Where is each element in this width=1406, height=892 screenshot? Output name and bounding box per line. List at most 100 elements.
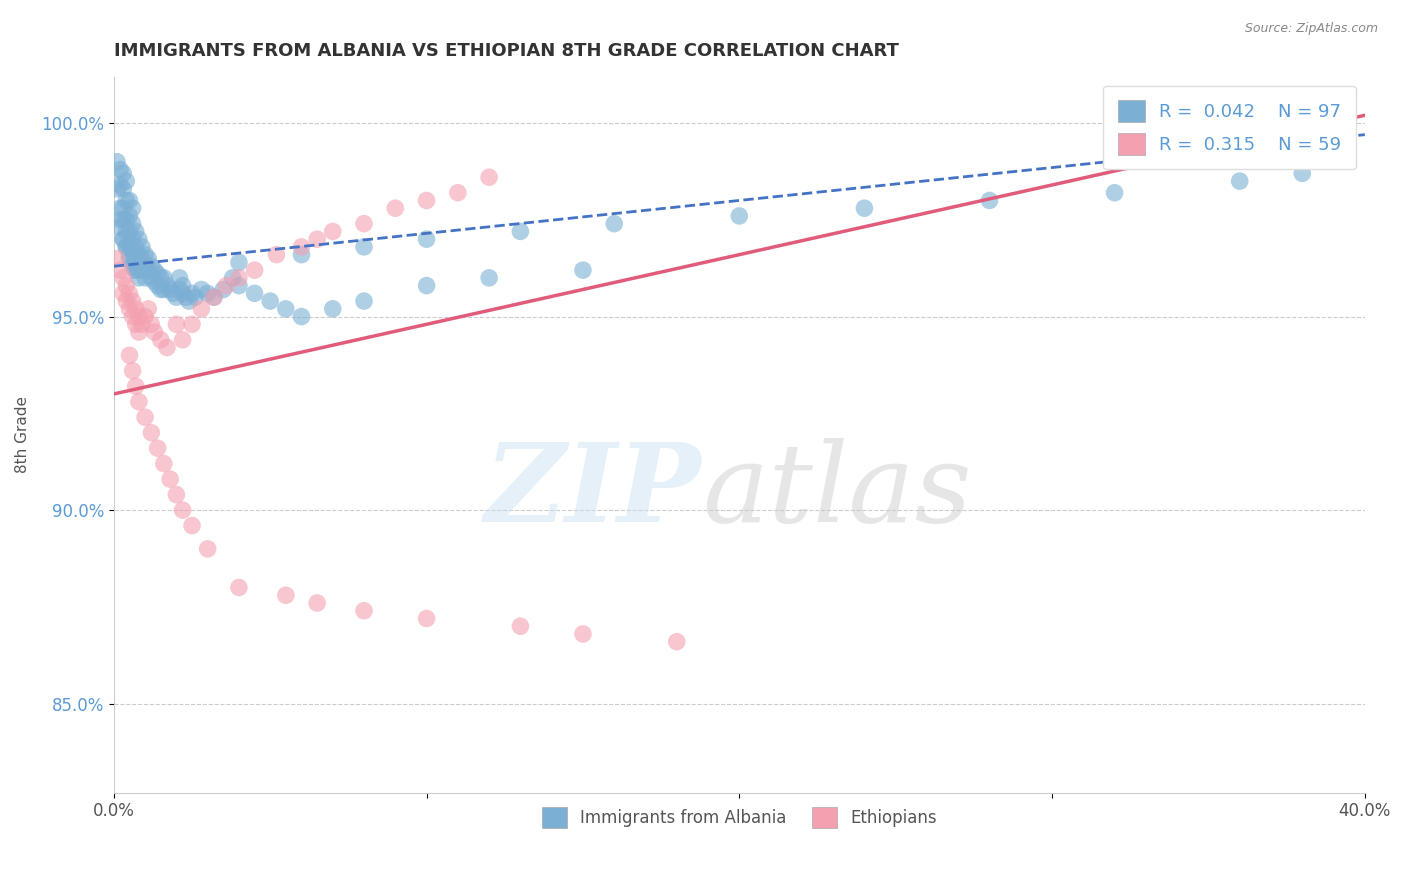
Point bbox=[215, 278, 238, 293]
Point bbox=[212, 283, 235, 297]
Point bbox=[115, 194, 138, 208]
Point bbox=[266, 247, 288, 261]
Point bbox=[112, 286, 135, 301]
Point bbox=[228, 581, 250, 595]
Point bbox=[290, 310, 312, 324]
Point bbox=[115, 212, 138, 227]
Point bbox=[353, 217, 375, 231]
Point bbox=[415, 278, 437, 293]
Point bbox=[125, 263, 148, 277]
Point bbox=[149, 283, 172, 297]
Point bbox=[118, 252, 141, 266]
Point bbox=[131, 240, 153, 254]
Point bbox=[112, 201, 135, 215]
Point bbox=[165, 290, 187, 304]
Point bbox=[136, 263, 159, 277]
Point bbox=[156, 341, 179, 355]
Point bbox=[115, 278, 138, 293]
Point bbox=[728, 209, 751, 223]
Point bbox=[121, 255, 143, 269]
Point bbox=[118, 247, 141, 261]
Point bbox=[509, 224, 531, 238]
Point bbox=[172, 278, 194, 293]
Point bbox=[1291, 166, 1313, 180]
Point bbox=[322, 224, 344, 238]
Point bbox=[121, 294, 143, 309]
Point bbox=[131, 318, 153, 332]
Point bbox=[384, 201, 406, 215]
Point bbox=[307, 596, 329, 610]
Point bbox=[108, 162, 131, 177]
Point bbox=[108, 212, 131, 227]
Point bbox=[146, 278, 169, 293]
Point bbox=[128, 271, 150, 285]
Point bbox=[125, 263, 148, 277]
Point bbox=[131, 263, 153, 277]
Point bbox=[128, 247, 150, 261]
Point bbox=[162, 286, 184, 301]
Point bbox=[353, 294, 375, 309]
Point bbox=[118, 240, 141, 254]
Text: ZIP: ZIP bbox=[485, 438, 702, 546]
Y-axis label: 8th Grade: 8th Grade bbox=[15, 396, 30, 473]
Point bbox=[165, 488, 187, 502]
Point bbox=[108, 220, 131, 235]
Point bbox=[197, 286, 219, 301]
Point bbox=[134, 271, 156, 285]
Point bbox=[228, 271, 250, 285]
Point bbox=[105, 154, 128, 169]
Point bbox=[190, 283, 212, 297]
Point bbox=[181, 518, 204, 533]
Point bbox=[112, 232, 135, 246]
Point bbox=[112, 182, 135, 196]
Point bbox=[274, 301, 297, 316]
Point bbox=[174, 290, 197, 304]
Point bbox=[478, 271, 501, 285]
Point bbox=[243, 286, 266, 301]
Point bbox=[115, 294, 138, 309]
Point bbox=[118, 194, 141, 208]
Point bbox=[447, 186, 470, 200]
Point bbox=[509, 619, 531, 633]
Point bbox=[184, 290, 207, 304]
Point bbox=[172, 286, 194, 301]
Point bbox=[143, 275, 166, 289]
Legend: Immigrants from Albania, Ethiopians: Immigrants from Albania, Ethiopians bbox=[536, 801, 943, 834]
Point bbox=[141, 425, 163, 440]
Point bbox=[181, 318, 204, 332]
Point bbox=[118, 286, 141, 301]
Point bbox=[159, 472, 181, 486]
Point bbox=[131, 252, 153, 266]
Point bbox=[572, 627, 595, 641]
Point bbox=[177, 294, 200, 309]
Point bbox=[125, 252, 148, 266]
Point bbox=[105, 252, 128, 266]
Point bbox=[415, 232, 437, 246]
Point bbox=[128, 232, 150, 246]
Point bbox=[108, 201, 131, 215]
Point bbox=[121, 244, 143, 258]
Point bbox=[125, 240, 148, 254]
Point bbox=[121, 201, 143, 215]
Point bbox=[156, 278, 179, 293]
Point bbox=[290, 240, 312, 254]
Point bbox=[146, 267, 169, 281]
Point bbox=[143, 263, 166, 277]
Point bbox=[1104, 186, 1126, 200]
Point bbox=[136, 252, 159, 266]
Point bbox=[125, 301, 148, 316]
Point bbox=[134, 410, 156, 425]
Point bbox=[141, 318, 163, 332]
Point bbox=[202, 290, 225, 304]
Point bbox=[115, 240, 138, 254]
Point bbox=[274, 588, 297, 602]
Point bbox=[108, 178, 131, 192]
Point bbox=[125, 318, 148, 332]
Point bbox=[478, 170, 501, 185]
Point bbox=[221, 271, 243, 285]
Point bbox=[172, 333, 194, 347]
Point bbox=[169, 271, 191, 285]
Point bbox=[853, 201, 876, 215]
Point bbox=[153, 457, 176, 471]
Point bbox=[115, 174, 138, 188]
